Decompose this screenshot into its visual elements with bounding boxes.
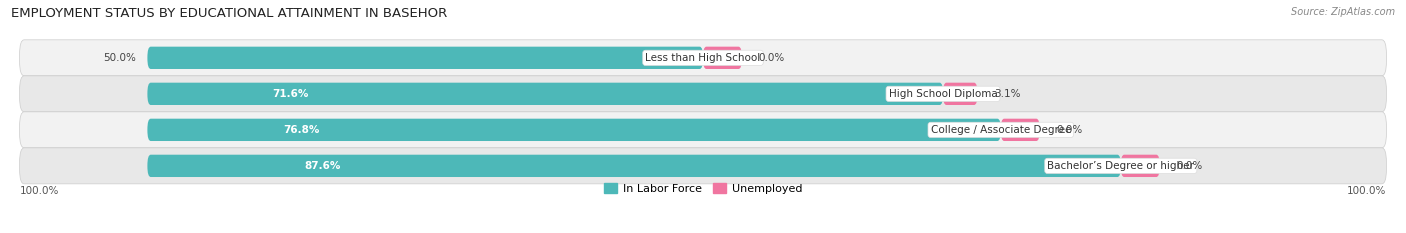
FancyBboxPatch shape — [1001, 119, 1039, 141]
Text: Bachelor’s Degree or higher: Bachelor’s Degree or higher — [1047, 161, 1194, 171]
Legend: In Labor Force, Unemployed: In Labor Force, Unemployed — [599, 179, 807, 198]
Text: 76.8%: 76.8% — [283, 125, 319, 135]
FancyBboxPatch shape — [20, 76, 1386, 112]
Text: College / Associate Degree: College / Associate Degree — [931, 125, 1071, 135]
Text: High School Diploma: High School Diploma — [889, 89, 997, 99]
Text: 87.6%: 87.6% — [305, 161, 340, 171]
Text: 100.0%: 100.0% — [20, 186, 59, 196]
Text: 71.6%: 71.6% — [273, 89, 309, 99]
FancyBboxPatch shape — [148, 83, 943, 105]
FancyBboxPatch shape — [1121, 155, 1160, 177]
Text: 0.0%: 0.0% — [759, 53, 785, 63]
FancyBboxPatch shape — [20, 40, 1386, 76]
FancyBboxPatch shape — [20, 112, 1386, 148]
Text: 50.0%: 50.0% — [104, 53, 136, 63]
Text: 3.1%: 3.1% — [994, 89, 1021, 99]
Text: 0.0%: 0.0% — [1177, 161, 1202, 171]
FancyBboxPatch shape — [148, 119, 1001, 141]
FancyBboxPatch shape — [148, 155, 1121, 177]
FancyBboxPatch shape — [943, 83, 977, 105]
Text: Less than High School: Less than High School — [645, 53, 761, 63]
Text: EMPLOYMENT STATUS BY EDUCATIONAL ATTAINMENT IN BASEHOR: EMPLOYMENT STATUS BY EDUCATIONAL ATTAINM… — [11, 7, 447, 20]
FancyBboxPatch shape — [148, 47, 703, 69]
Text: 0.0%: 0.0% — [1056, 125, 1083, 135]
Text: 100.0%: 100.0% — [1347, 186, 1386, 196]
Text: Source: ZipAtlas.com: Source: ZipAtlas.com — [1291, 7, 1395, 17]
FancyBboxPatch shape — [703, 47, 742, 69]
FancyBboxPatch shape — [20, 148, 1386, 184]
